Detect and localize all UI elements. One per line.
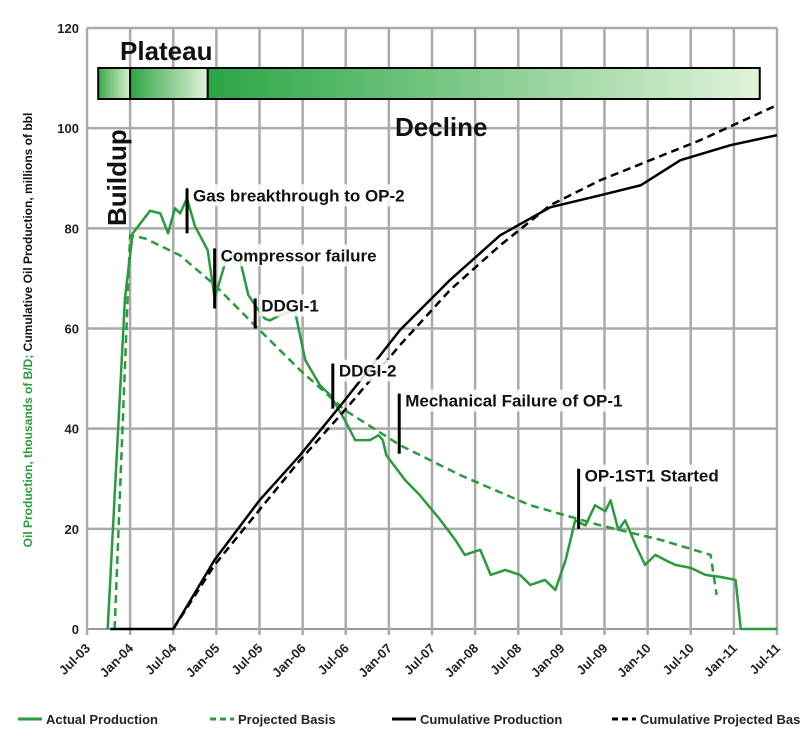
annotation-label: DDGI-2 xyxy=(339,362,397,381)
series-line-actual-production xyxy=(106,197,777,631)
legend-label: Projected Basis xyxy=(238,712,336,727)
y-axis-label-green: Oil Production, thousands of B/D; xyxy=(21,355,35,548)
phase-label-plateau: Plateau xyxy=(120,36,213,66)
x-tick-label: Jul-06 xyxy=(315,641,352,678)
x-tick-label: Jan-08 xyxy=(442,641,482,681)
annotation-label: Gas breakthrough to OP-2 xyxy=(193,186,405,205)
y-axis-label: Oil Production, thousands of B/D; Cumula… xyxy=(21,113,35,548)
y-tick-label: 80 xyxy=(65,221,79,236)
x-tick-label: Jan-10 xyxy=(614,641,654,681)
x-tick-label: Jul-10 xyxy=(660,641,697,678)
phase-bar: Plateau Decline Buildup xyxy=(97,36,761,226)
series-line-cumulative-projected-basis xyxy=(172,103,778,630)
legend-label: Actual Production xyxy=(46,712,158,727)
y-tick-label: 60 xyxy=(65,322,79,337)
annotation-label: DDGI-1 xyxy=(261,296,319,315)
legend: Actual Production Projected Basis Cumulati… xyxy=(18,712,800,727)
x-tick-label: Jul-03 xyxy=(56,641,93,678)
x-tick-label: Jan-11 xyxy=(701,641,740,680)
x-tick-label: Jul-09 xyxy=(573,641,610,678)
phase-segment-decline xyxy=(206,67,761,100)
y-axis-label-black: Cumulative Oil Production, millions of b… xyxy=(21,113,35,355)
phase-label-decline: Decline xyxy=(395,112,488,142)
x-tick-label: Jul-04 xyxy=(142,640,180,678)
y-tick-label: 120 xyxy=(57,21,79,36)
annotation-bg xyxy=(582,464,721,487)
y-tick-label: 100 xyxy=(57,121,79,136)
legend-label: Cumulative Production xyxy=(420,712,562,727)
annotation-label: Compressor failure xyxy=(221,246,377,265)
x-tick-label: Jan-06 xyxy=(269,641,309,681)
phase-segment-plateau xyxy=(129,67,209,100)
legend-label: Cumulative Projected Basis xyxy=(640,712,800,727)
x-tick-label: Jan-09 xyxy=(528,641,568,681)
x-tick-label: Jul-07 xyxy=(401,641,438,678)
phase-segment-buildup xyxy=(97,67,132,100)
annotations: Gas breakthrough to OP-2 Compressor failu… xyxy=(185,184,721,529)
y-tick-label: 20 xyxy=(65,522,79,537)
x-tick-label: Jan-07 xyxy=(355,641,395,681)
annotation-bg xyxy=(336,359,393,382)
y-tick-label: 40 xyxy=(65,422,79,437)
annotation-label: Mechanical Failure of OP-1 xyxy=(405,392,622,411)
annotation-bg xyxy=(191,184,412,207)
x-tick-label: Jan-04 xyxy=(97,640,137,680)
x-tick-label: Jan-05 xyxy=(183,641,223,681)
x-tick-label: Jul-11 xyxy=(746,641,783,678)
annotation-bg xyxy=(218,244,385,267)
series-line-projected-basis xyxy=(113,234,718,630)
x-tick-label: Jul-05 xyxy=(228,641,265,678)
phase-label-buildup: Buildup xyxy=(102,129,132,226)
annotation-bg xyxy=(403,389,643,412)
series-group xyxy=(106,103,778,631)
y-tick-label: 0 xyxy=(72,622,79,637)
annotation-label: OP-1ST1 Started xyxy=(585,467,719,486)
x-tick-label: Jul-08 xyxy=(487,641,524,678)
series-line-cumulative-production xyxy=(110,133,778,631)
grid xyxy=(85,26,779,635)
annotation-bg xyxy=(259,294,315,317)
